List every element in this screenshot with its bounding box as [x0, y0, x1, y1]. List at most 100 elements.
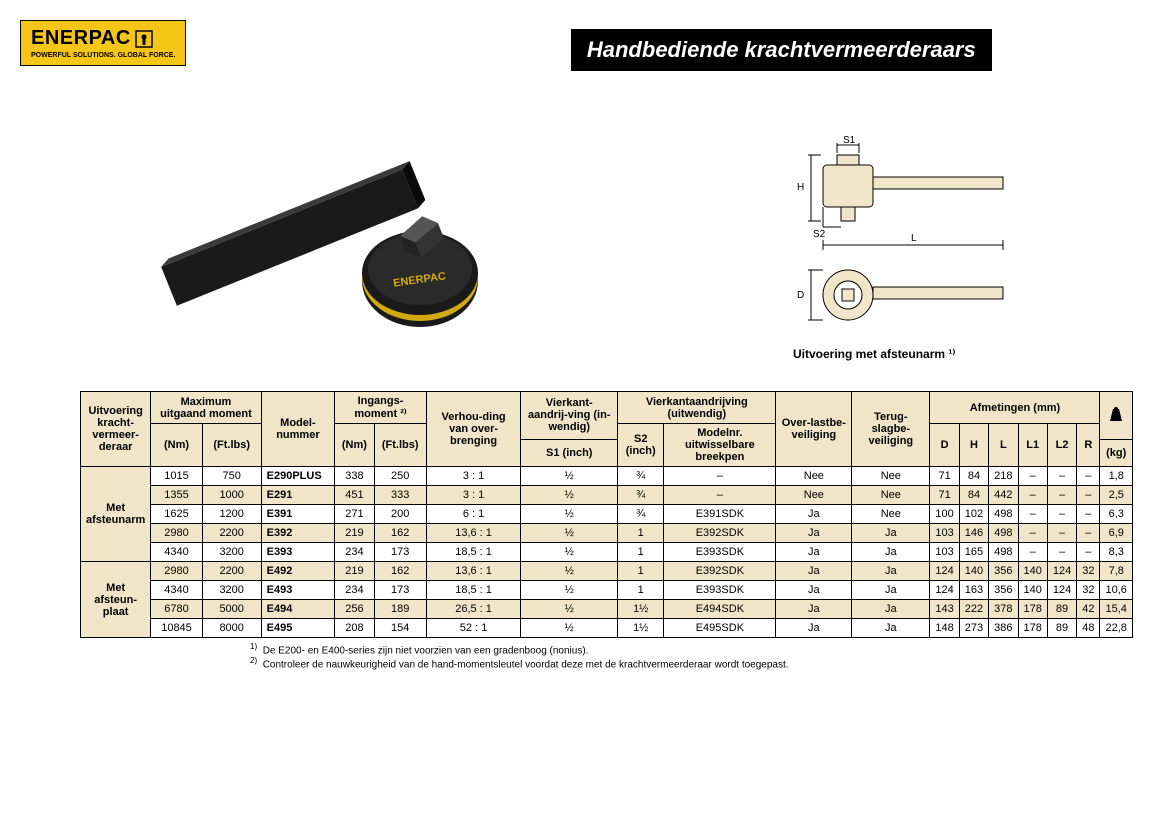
cell: 4340 [151, 543, 202, 562]
cell: 222 [959, 600, 988, 619]
cell: E391SDK [664, 505, 776, 524]
group-label: Met afsteunarm [81, 467, 151, 562]
image-diagram-row: ENERPAC [20, 101, 1133, 361]
cell: 442 [989, 486, 1018, 505]
cell: 103 [930, 524, 959, 543]
cell: ½ [521, 619, 618, 638]
cell: 2980 [151, 562, 202, 581]
cell: – [1018, 524, 1047, 543]
cell: – [664, 486, 776, 505]
cell: 140 [959, 562, 988, 581]
cell: Ja [852, 562, 930, 581]
cell: 256 [335, 600, 374, 619]
cell: 2200 [202, 562, 261, 581]
cell: 2200 [202, 524, 261, 543]
cell: 3200 [202, 543, 261, 562]
cell: 250 [374, 467, 426, 486]
col-l: L [989, 424, 1018, 467]
cell: 1 [618, 543, 664, 562]
cell: 451 [335, 486, 374, 505]
cell: 2,5 [1100, 486, 1133, 505]
cell: 234 [335, 581, 374, 600]
cell: 71 [930, 486, 959, 505]
table-row: 43403200E39323417318,5 : 1½1E393SDKJaJa1… [81, 543, 1133, 562]
cell: 498 [989, 505, 1018, 524]
cell: Ja [776, 619, 852, 638]
cell: 178 [1018, 619, 1047, 638]
cell: E393 [261, 543, 335, 562]
cell: 1 [618, 524, 664, 543]
cell: 386 [989, 619, 1018, 638]
col-terugslag: Terug-slagbe-veiliging [852, 392, 930, 467]
cell: E392 [261, 524, 335, 543]
col-s1: S1 (inch) [521, 439, 618, 466]
cell: ½ [521, 600, 618, 619]
cell: 100 [930, 505, 959, 524]
cell: 165 [959, 543, 988, 562]
logo-tagline: POWERFUL SOLUTIONS. GLOBAL FORCE. [31, 52, 175, 59]
cell: 189 [374, 600, 426, 619]
cell: 7,8 [1100, 562, 1133, 581]
cell: – [1077, 486, 1100, 505]
cell: 52 : 1 [426, 619, 521, 638]
cell: – [1047, 486, 1076, 505]
cell: 356 [989, 562, 1018, 581]
cell: 1½ [618, 619, 664, 638]
cell: Ja [852, 619, 930, 638]
cell: Ja [776, 543, 852, 562]
table-header: Uitvoering kracht-vermeer-deraar Maximum… [81, 392, 1133, 467]
cell: 10845 [151, 619, 202, 638]
cell: 173 [374, 581, 426, 600]
cell: 124 [930, 581, 959, 600]
cell: – [1018, 467, 1047, 486]
table-row: 13551000E2914513333 : 1½¾–NeeNee7184442–… [81, 486, 1133, 505]
dimension-diagram: S1 H S2 L D Uitvoering met afsteunarm ¹⁾ [793, 135, 1073, 361]
cell: 1,8 [1100, 467, 1133, 486]
cell: – [1047, 505, 1076, 524]
cell: 22,8 [1100, 619, 1133, 638]
cell: 18,5 : 1 [426, 543, 521, 562]
cell: 1355 [151, 486, 202, 505]
col-vierkant-in: Vierkant-aandrij-ving (in-wendig) [521, 392, 618, 440]
cell: 333 [374, 486, 426, 505]
col-l2: L2 [1047, 424, 1076, 467]
cell: Nee [852, 486, 930, 505]
cell: ¾ [618, 505, 664, 524]
cell: 1625 [151, 505, 202, 524]
cell: 219 [335, 524, 374, 543]
dim-h: H [797, 182, 804, 193]
cell: 498 [989, 543, 1018, 562]
cell: 10,6 [1100, 581, 1133, 600]
col-modelnr: Modelnr. uitwisselbare breekpen [664, 424, 776, 467]
cell: 162 [374, 524, 426, 543]
brand-logo: ENERPAC POWERFUL SOLUTIONS. GLOBAL FORCE… [20, 20, 186, 66]
cell: Ja [852, 581, 930, 600]
col-model: Model-nummer [261, 392, 335, 467]
cell: 18,5 : 1 [426, 581, 521, 600]
cell: 84 [959, 467, 988, 486]
cell: 143 [930, 600, 959, 619]
cell: 5000 [202, 600, 261, 619]
cell: E492 [261, 562, 335, 581]
cell: E495 [261, 619, 335, 638]
cell: E494SDK [664, 600, 776, 619]
cell: 750 [202, 467, 261, 486]
table-body: Met afsteunarm1015750E290PLUS3382503 : 1… [81, 467, 1133, 638]
cell: 208 [335, 619, 374, 638]
cell: 3 : 1 [426, 486, 521, 505]
cell: 103 [930, 543, 959, 562]
table-row: 16251200E3912712006 : 1½¾E391SDKJaNee100… [81, 505, 1133, 524]
cell: 148 [930, 619, 959, 638]
cell: 1015 [151, 467, 202, 486]
cell: E495SDK [664, 619, 776, 638]
col-afmetingen: Afmetingen (mm) [930, 392, 1100, 424]
col-overlast: Over-lastbe-veiliging [776, 392, 852, 467]
cell: 3200 [202, 581, 261, 600]
cell: Nee [852, 467, 930, 486]
col-kg: (kg) [1100, 439, 1133, 466]
col-vierkant-uit: Vierkantaandrijving (uitwendig) [618, 392, 776, 424]
table-row: 29802200E39221916213,6 : 1½1E392SDKJaJa1… [81, 524, 1133, 543]
col-uitvoering: Uitvoering kracht-vermeer-deraar [81, 392, 151, 467]
cell: 15,4 [1100, 600, 1133, 619]
cell: Ja [776, 562, 852, 581]
